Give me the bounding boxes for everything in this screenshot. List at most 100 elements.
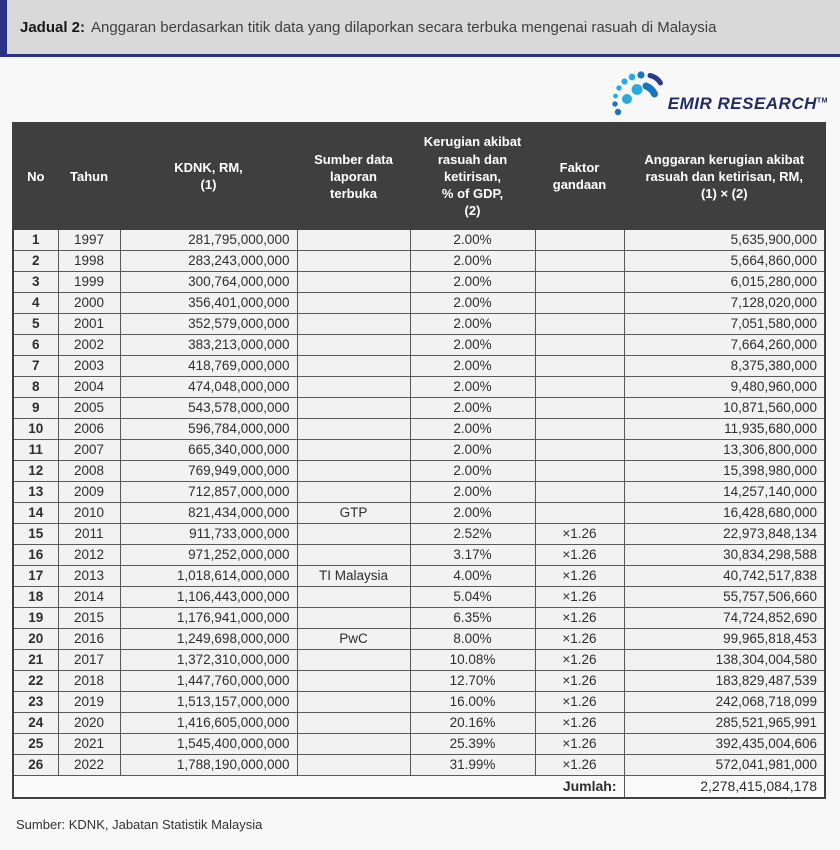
cell-kerugian: 2.00% [409, 270, 536, 293]
cell-no: 7 [12, 354, 59, 377]
cell-anggaran: 7,664,260,000 [623, 333, 826, 356]
cell-tahun: 2018 [57, 669, 121, 692]
cell-tahun: 2000 [57, 291, 121, 314]
cell-no: 15 [12, 522, 59, 545]
cell-sumber [296, 585, 411, 608]
cell-tahun: 1999 [57, 270, 121, 293]
cell-no: 16 [12, 543, 59, 566]
total-value: 2,278,415,084,178 [623, 774, 826, 799]
cell-tahun: 2015 [57, 606, 121, 629]
cell-tahun: 2009 [57, 480, 121, 503]
table-row: 12 2008 769,949,000,000 2.00% 15,398,980,000 [12, 459, 826, 482]
cell-anggaran: 9,480,960,000 [623, 375, 826, 398]
cell-faktor: ×1.26 [534, 669, 625, 692]
column-header-tahun: Tahun [57, 122, 121, 230]
cell-faktor: ×1.26 [534, 585, 625, 608]
cell-tahun: 2007 [57, 438, 121, 461]
cell-tahun: 2005 [57, 396, 121, 419]
cell-no: 3 [12, 270, 59, 293]
cell-faktor [534, 438, 625, 461]
data-table: No Tahun KDNK, RM, (1) Sumber data lapor… [12, 122, 826, 799]
cell-sumber [296, 543, 411, 566]
cell-kerugian: 2.00% [409, 501, 536, 524]
cell-no: 21 [12, 648, 59, 671]
logo-wordmark: EMIR RESEARCH [667, 94, 817, 113]
table-row: 4 2000 356,401,000,000 2.00% 7,128,020,000 [12, 291, 826, 314]
cell-no: 25 [12, 732, 59, 755]
cell-kerugian: 2.00% [409, 459, 536, 482]
cell-kerugian: 3.17% [409, 543, 536, 566]
cell-no: 12 [12, 459, 59, 482]
cell-anggaran: 11,935,680,000 [623, 417, 826, 440]
table-row: 3 1999 300,764,000,000 2.00% 6,015,280,000 [12, 270, 826, 293]
cell-no: 14 [12, 501, 59, 524]
table-row: 22 2018 1,447,760,000,000 12.70% ×1.26 183,82… [12, 669, 826, 692]
table-row: 11 2007 665,340,000,000 2.00% 13,306,800,000 [12, 438, 826, 461]
cell-anggaran: 6,015,280,000 [623, 270, 826, 293]
cell-kdnk: 911,733,000,000 [119, 522, 298, 545]
cell-kerugian: 20.16% [409, 711, 536, 734]
table-row: 18 2014 1,106,443,000,000 5.04% ×1.26 55,757,… [12, 585, 826, 608]
cell-kdnk: 543,578,000,000 [119, 396, 298, 419]
cell-anggaran: 242,068,718,099 [623, 690, 826, 713]
cell-kdnk: 356,401,000,000 [119, 291, 298, 314]
cell-sumber [296, 228, 411, 251]
table-row: 21 2017 1,372,310,000,000 10.08% ×1.26 138,30… [12, 648, 826, 671]
cell-sumber [296, 396, 411, 419]
cell-sumber [296, 606, 411, 629]
cell-sumber: GTP [296, 501, 411, 524]
cell-anggaran: 13,306,800,000 [623, 438, 826, 461]
logo-trademark: TM [816, 97, 828, 105]
cell-no: 8 [12, 375, 59, 398]
cell-faktor [534, 291, 625, 314]
cell-kdnk: 1,416,605,000,000 [119, 711, 298, 734]
cell-tahun: 2006 [57, 417, 121, 440]
cell-anggaran: 55,757,506,660 [623, 585, 826, 608]
cell-sumber: PwC [296, 627, 411, 650]
cell-anggaran: 99,965,818,453 [623, 627, 826, 650]
cell-no: 6 [12, 333, 59, 356]
cell-kdnk: 1,018,614,000,000 [119, 564, 298, 587]
cell-faktor [534, 501, 625, 524]
emir-research-swoosh-icon [612, 71, 663, 116]
cell-no: 23 [12, 690, 59, 713]
table-row: 23 2019 1,513,157,000,000 16.00% ×1.26 242,06… [12, 690, 826, 713]
cell-kerugian: 16.00% [409, 690, 536, 713]
table-footer: Jumlah: 2,278,415,084,178 [12, 774, 826, 799]
cell-kdnk: 596,784,000,000 [119, 417, 298, 440]
cell-tahun: 2020 [57, 711, 121, 734]
cell-no: 17 [12, 564, 59, 587]
cell-kerugian: 2.00% [409, 333, 536, 356]
cell-anggaran: 138,304,004,580 [623, 648, 826, 671]
cell-kerugian: 10.08% [409, 648, 536, 671]
cell-faktor: ×1.26 [534, 732, 625, 755]
source-note: Sumber: KDNK, Jabatan Statistik Malaysia [16, 817, 263, 832]
table-row: 20 2016 1,249,698,000,000 PwC 8.00% ×1.26 99,9… [12, 627, 826, 650]
cell-kdnk: 821,434,000,000 [119, 501, 298, 524]
cell-sumber [296, 459, 411, 482]
cell-kerugian: 12.70% [409, 669, 536, 692]
cell-faktor [534, 228, 625, 251]
cell-kerugian: 2.52% [409, 522, 536, 545]
table-caption-label: Jadual 2: [20, 18, 86, 36]
cell-faktor: ×1.26 [534, 690, 625, 713]
cell-anggaran: 5,664,860,000 [623, 249, 826, 272]
cell-no: 18 [12, 585, 59, 608]
cell-sumber [296, 270, 411, 293]
table-row: 16 2012 971,252,000,000 3.17% ×1.26 30,834,29… [12, 543, 826, 566]
cell-faktor [534, 354, 625, 377]
cell-faktor [534, 270, 625, 293]
table-row: 25 2021 1,545,400,000,000 25.39% ×1.26 392,43… [12, 732, 826, 755]
cell-anggaran: 16,428,680,000 [623, 501, 826, 524]
table-row: 9 2005 543,578,000,000 2.00% 10,871,560,000 [12, 396, 826, 419]
cell-no: 13 [12, 480, 59, 503]
cell-sumber [296, 732, 411, 755]
cell-faktor: ×1.26 [534, 648, 625, 671]
table-row: 5 2001 352,579,000,000 2.00% 7,051,580,000 [12, 312, 826, 335]
cell-tahun: 2022 [57, 753, 121, 776]
cell-faktor: ×1.26 [534, 606, 625, 629]
cell-faktor [534, 459, 625, 482]
cell-kerugian: 2.00% [409, 249, 536, 272]
cell-anggaran: 8,375,380,000 [623, 354, 826, 377]
